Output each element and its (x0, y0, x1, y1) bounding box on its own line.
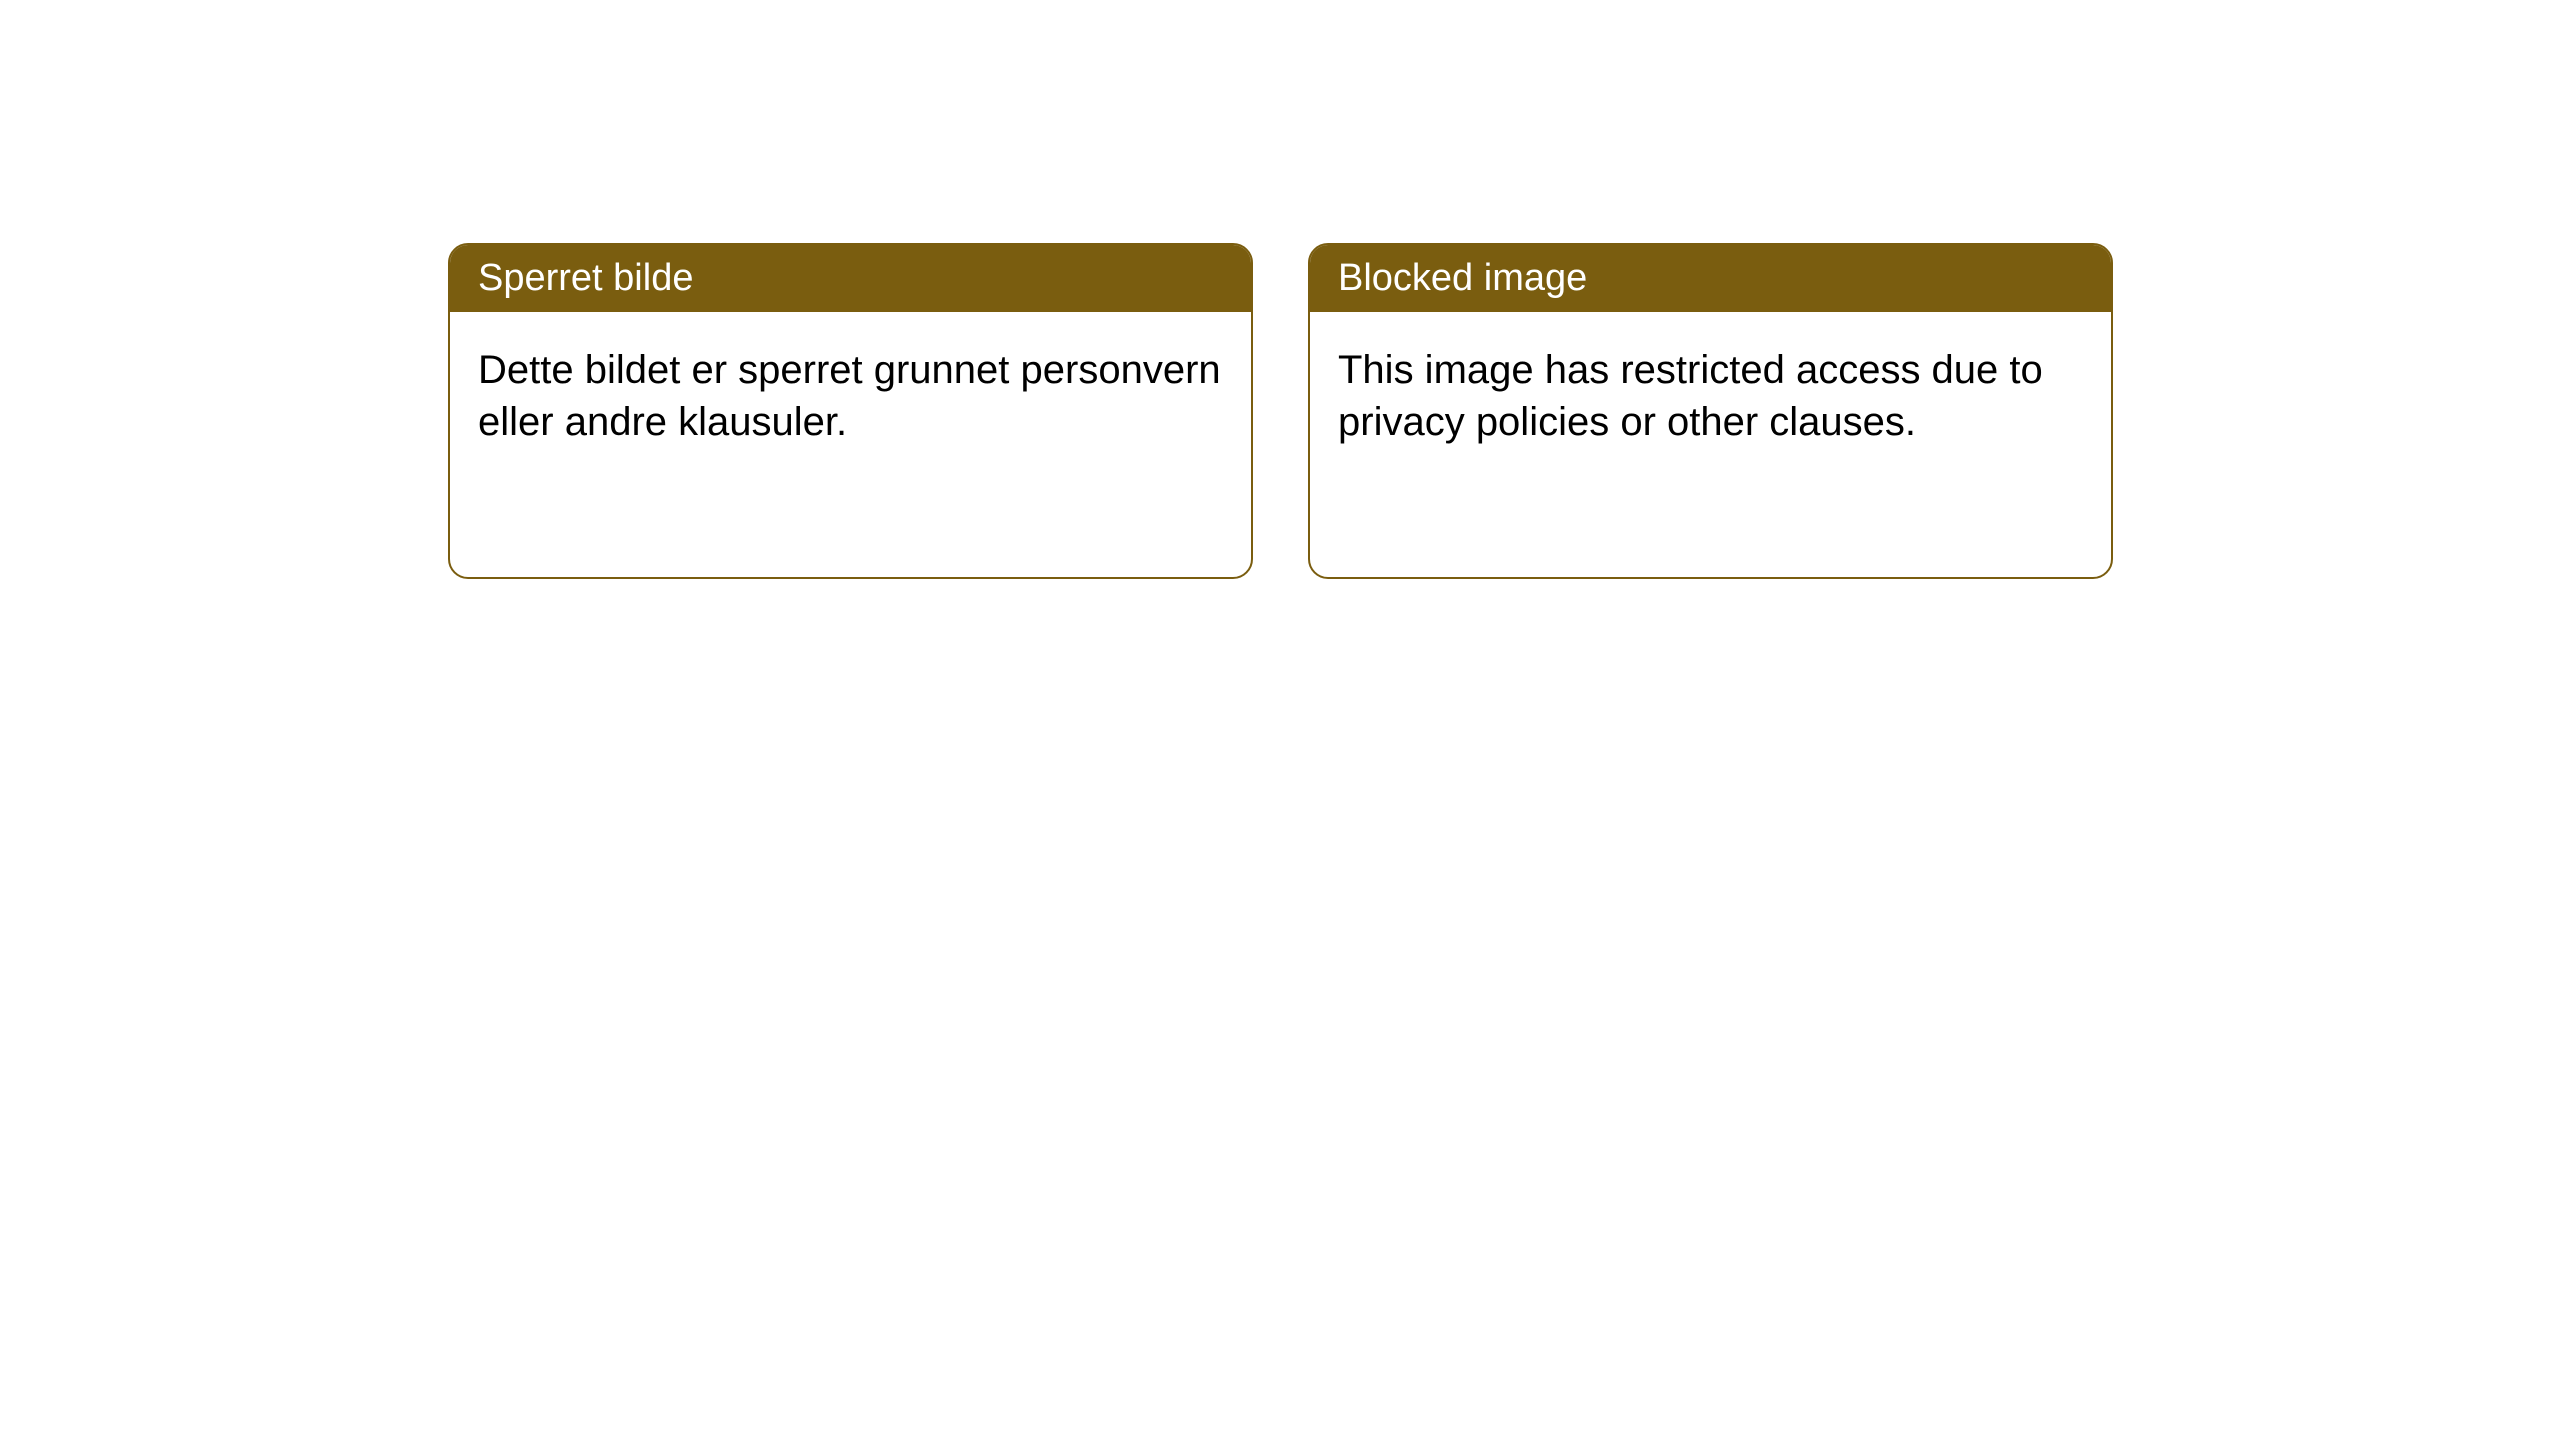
notice-card-english: Blocked image This image has restricted … (1308, 243, 2113, 579)
card-body: This image has restricted access due to … (1310, 312, 2111, 480)
card-body: Dette bildet er sperret grunnet personve… (450, 312, 1251, 480)
card-title: Sperret bilde (478, 257, 693, 299)
notice-container: Sperret bilde Dette bildet er sperret gr… (448, 243, 2113, 579)
card-header: Blocked image (1310, 245, 2111, 312)
card-header: Sperret bilde (450, 245, 1251, 312)
card-title: Blocked image (1338, 257, 1587, 299)
card-text: This image has restricted access due to … (1338, 348, 2043, 444)
notice-card-norwegian: Sperret bilde Dette bildet er sperret gr… (448, 243, 1253, 579)
card-text: Dette bildet er sperret grunnet personve… (478, 348, 1221, 444)
